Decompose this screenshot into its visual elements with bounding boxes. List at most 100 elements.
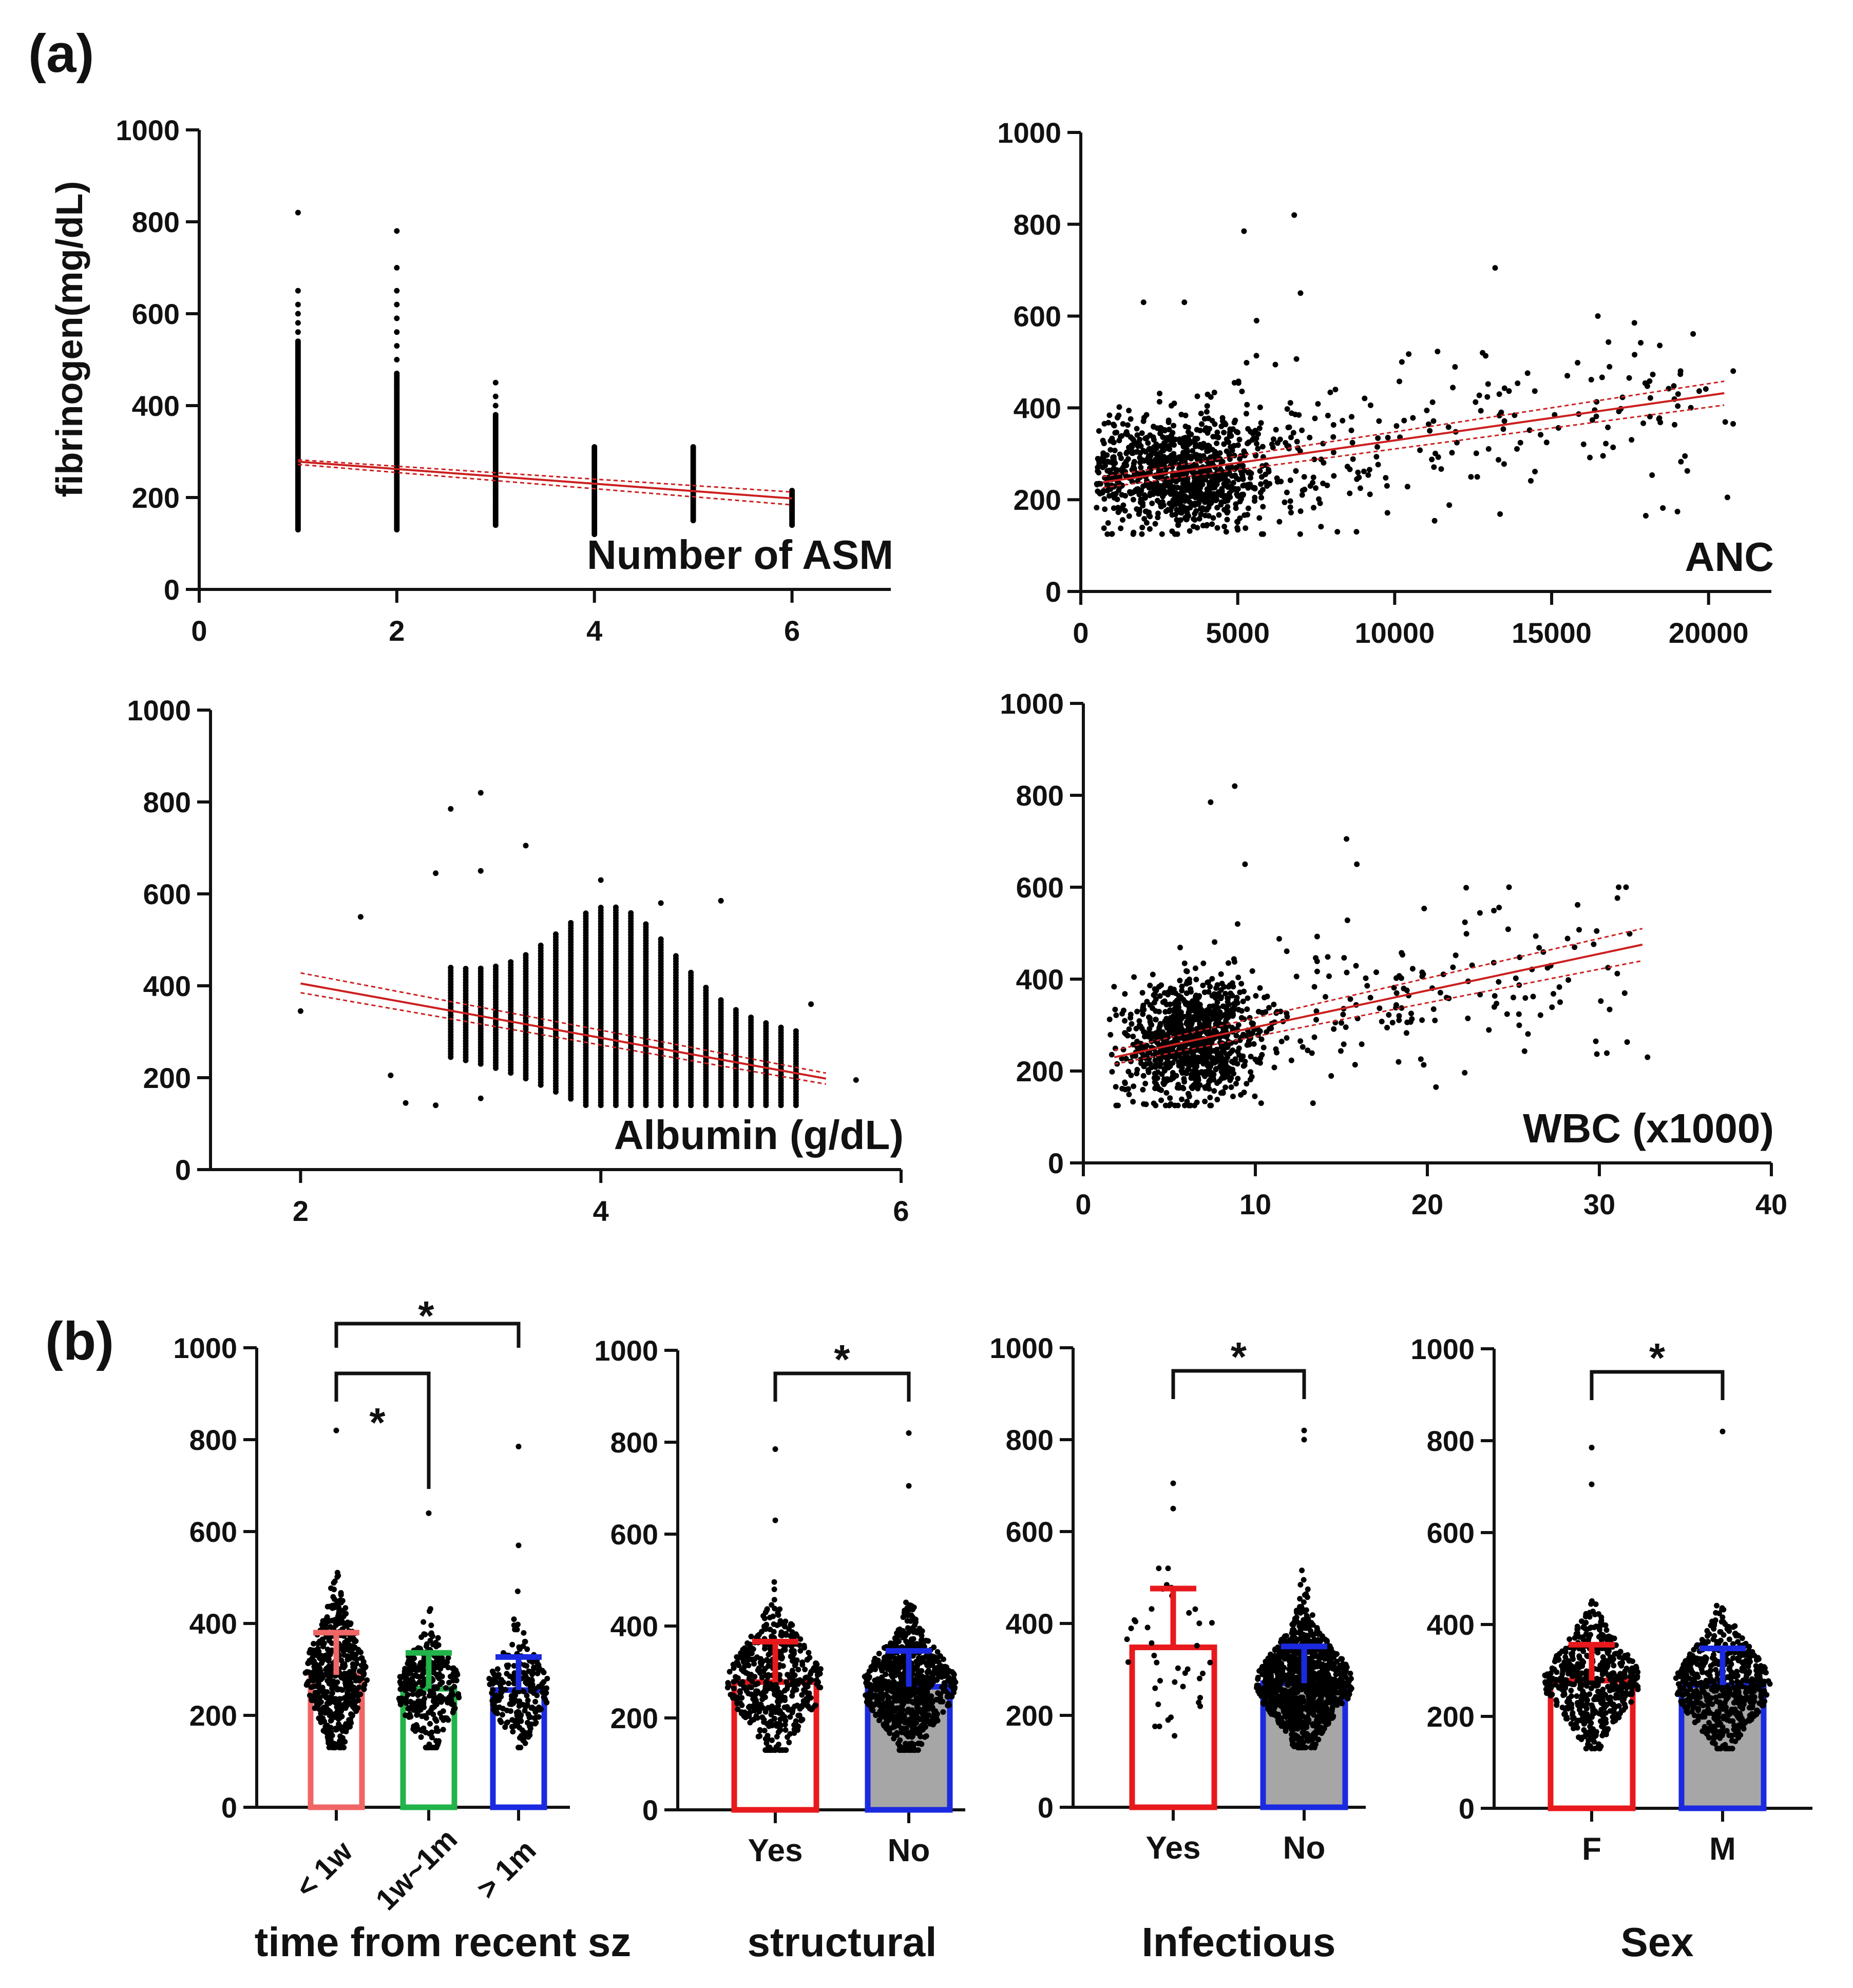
data-point xyxy=(1139,990,1145,996)
data-point xyxy=(438,1694,445,1700)
data-point xyxy=(1516,1011,1522,1017)
data-point xyxy=(1227,490,1233,496)
data-point xyxy=(1259,487,1266,493)
data-point xyxy=(1642,512,1649,519)
data-point xyxy=(1104,468,1111,474)
data-point xyxy=(350,1664,356,1670)
data-point xyxy=(1240,491,1246,498)
data-point xyxy=(1684,468,1690,474)
data-point xyxy=(1340,1011,1346,1018)
data-point xyxy=(1201,1013,1207,1019)
data-point xyxy=(1187,1062,1193,1068)
data-point xyxy=(1159,1033,1165,1039)
data-point xyxy=(426,1710,432,1716)
data-point xyxy=(1107,438,1114,444)
data-point xyxy=(1227,426,1233,432)
data-point xyxy=(1264,483,1270,489)
y-tick-label: 600 xyxy=(143,878,191,910)
data-point xyxy=(1323,993,1329,1000)
data-point xyxy=(1136,509,1142,515)
data-point xyxy=(1190,448,1196,454)
data-point xyxy=(1217,450,1223,456)
data-point xyxy=(1158,1097,1164,1103)
data-point xyxy=(1307,434,1313,441)
data-point xyxy=(1297,448,1303,454)
data-point xyxy=(331,1586,337,1593)
data-point xyxy=(1516,1022,1522,1028)
data-point xyxy=(1408,1010,1414,1017)
data-point xyxy=(1106,412,1113,418)
y-tick-label: 0 xyxy=(221,1791,237,1824)
data-point xyxy=(553,931,559,937)
data-point xyxy=(1278,1039,1285,1045)
data-point xyxy=(1235,380,1241,386)
data-point xyxy=(1404,1019,1410,1025)
data-point xyxy=(1591,941,1597,947)
data-point xyxy=(1149,1022,1155,1028)
data-point xyxy=(343,1694,349,1700)
data-point xyxy=(1128,1015,1134,1021)
data-point xyxy=(1632,352,1638,358)
data-point xyxy=(1138,465,1144,471)
data-point xyxy=(1445,424,1451,430)
data-point xyxy=(1287,504,1293,510)
data-point xyxy=(1350,456,1356,462)
data-point xyxy=(1338,1048,1344,1054)
data-point xyxy=(1603,441,1609,447)
data-point xyxy=(1284,489,1290,495)
data-point xyxy=(1194,1069,1200,1075)
data-point xyxy=(1125,1086,1131,1092)
data-point xyxy=(1233,1081,1239,1087)
data-point xyxy=(1297,531,1303,537)
data-point xyxy=(1205,1052,1211,1058)
data-point xyxy=(1229,465,1235,471)
data-point xyxy=(1357,485,1363,491)
data-point xyxy=(1253,353,1259,359)
data-point xyxy=(1148,453,1154,459)
data-point xyxy=(1234,1061,1240,1067)
data-point xyxy=(1227,433,1233,439)
data-point xyxy=(1200,960,1207,966)
data-point xyxy=(1241,512,1248,518)
data-point xyxy=(1221,429,1227,435)
data-point xyxy=(1116,487,1122,493)
data-point xyxy=(1449,450,1455,456)
data-point xyxy=(448,965,454,971)
data-point xyxy=(1513,975,1519,981)
data-point xyxy=(1230,1094,1236,1100)
data-point xyxy=(1151,489,1157,495)
y-tick-label: 600 xyxy=(1016,871,1064,904)
panel-label-b: (b) xyxy=(45,1311,114,1371)
data-point xyxy=(394,343,400,349)
data-point xyxy=(341,1661,348,1667)
data-point xyxy=(1219,415,1226,421)
data-point xyxy=(1515,380,1521,386)
data-point xyxy=(1175,495,1181,501)
data-point xyxy=(1188,1102,1194,1108)
data-point xyxy=(1145,440,1151,446)
data-point xyxy=(1452,364,1458,370)
y-tick-label: 200 xyxy=(143,1062,191,1094)
y-tick-label: 800 xyxy=(143,786,191,818)
data-point xyxy=(1550,991,1556,997)
data-point xyxy=(1614,895,1620,901)
data-point xyxy=(1106,459,1113,465)
data-point xyxy=(1134,426,1140,432)
data-point xyxy=(1450,964,1456,970)
data-point xyxy=(1501,461,1507,467)
data-point xyxy=(1296,412,1302,418)
data-point xyxy=(1151,424,1157,430)
data-point xyxy=(1111,422,1117,428)
data-point xyxy=(1213,985,1219,991)
data-point xyxy=(1588,377,1594,383)
data-point xyxy=(1141,414,1147,420)
data-point xyxy=(1404,987,1410,993)
data-point xyxy=(1198,506,1204,512)
data-point xyxy=(1565,977,1572,983)
data-point xyxy=(1410,415,1416,421)
data-point xyxy=(1188,986,1194,992)
data-point xyxy=(1188,464,1194,470)
data-point xyxy=(1101,496,1107,502)
data-point xyxy=(1575,902,1581,908)
data-point xyxy=(403,1100,409,1106)
